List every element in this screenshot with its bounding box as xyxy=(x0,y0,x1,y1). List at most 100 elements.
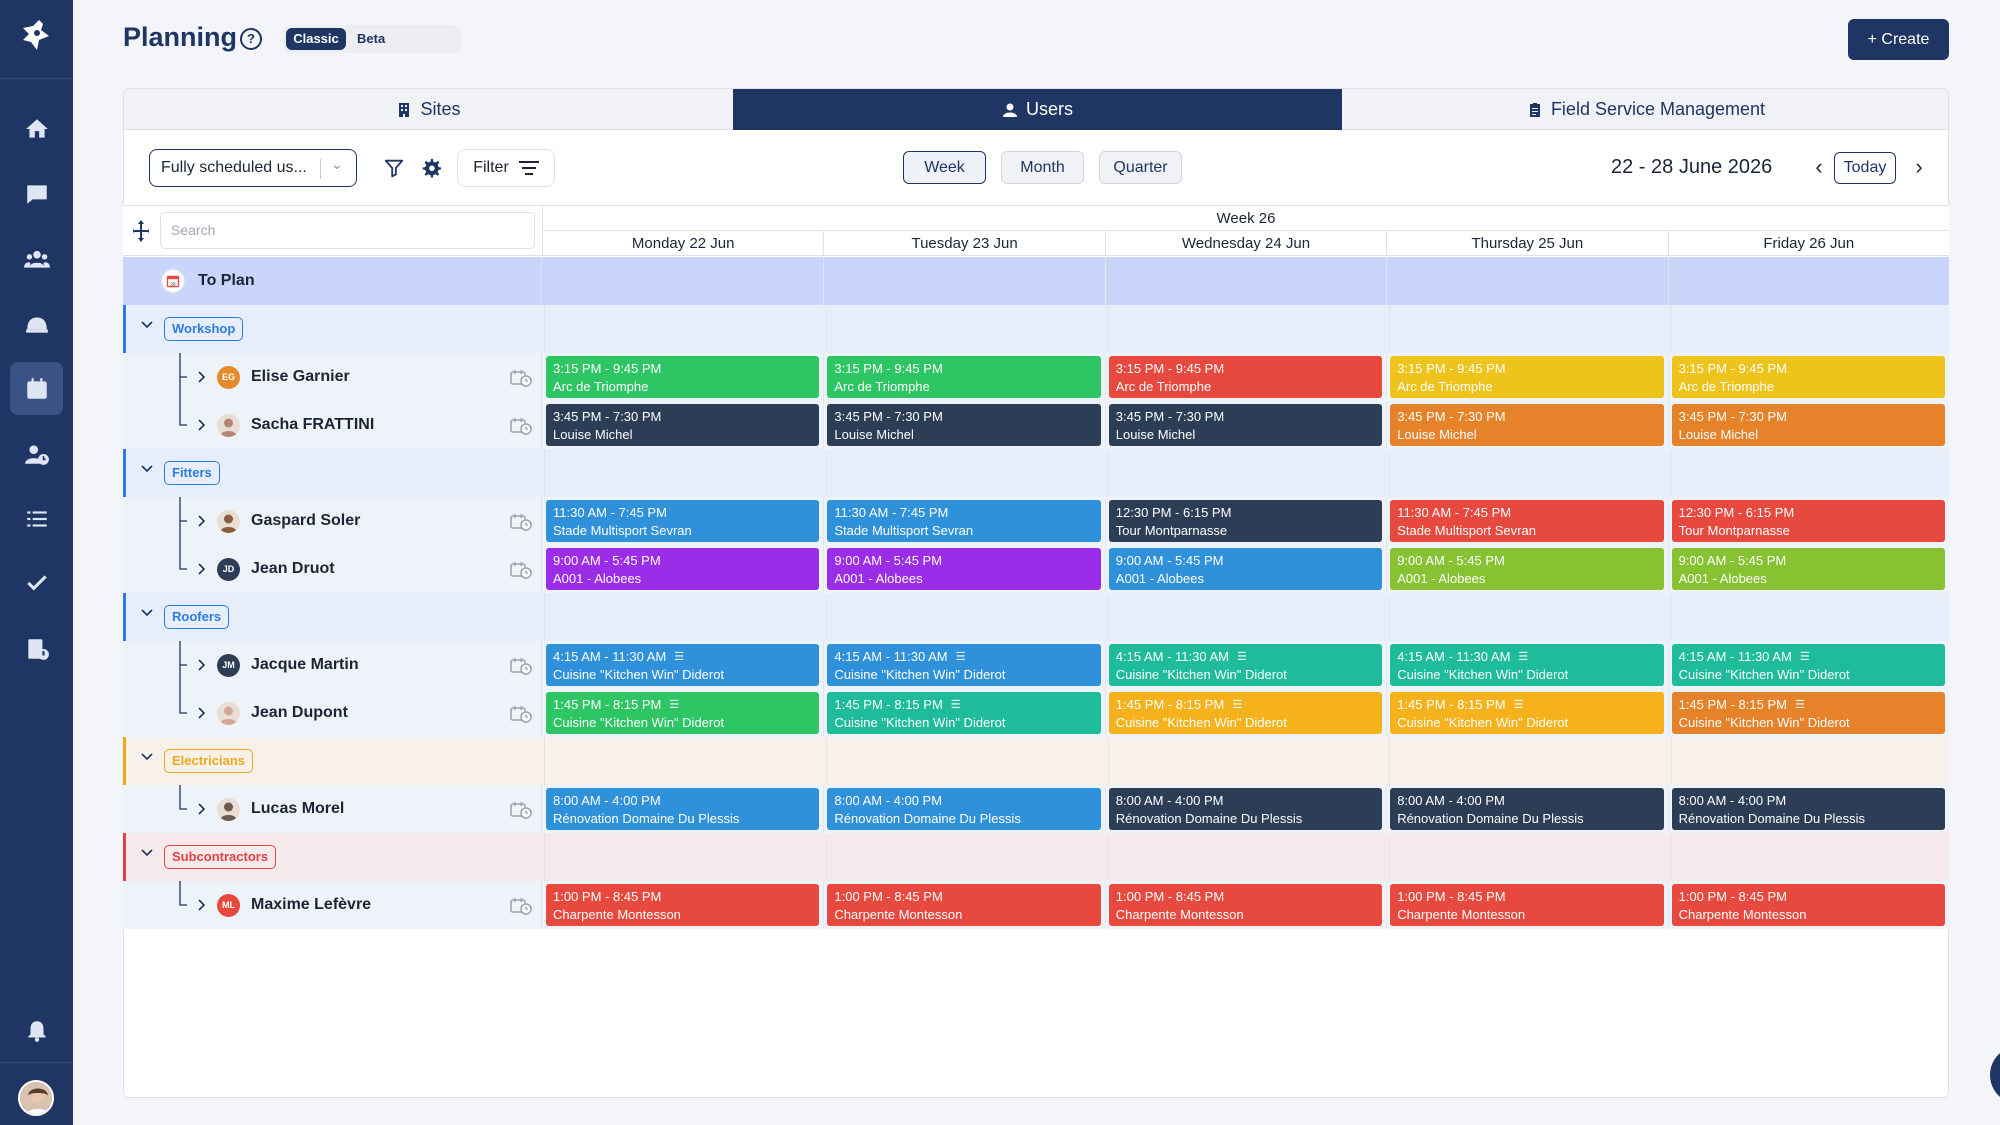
chevron-down-icon[interactable] xyxy=(140,606,154,620)
planning-event[interactable]: 1:45 PM - 8:15 PM ☰ Cuisine "Kitchen Win" … xyxy=(1390,692,1664,734)
planning-event[interactable]: 8:00 AM - 4:00 PM Rénovation Domaine Du P… xyxy=(1108,788,1383,830)
planning-event[interactable]: 1:45 PM - 8:15 PM ☰ Cuisine "Kitchen Win" … xyxy=(1671,692,1945,734)
view-toggle-beta[interactable]: Beta xyxy=(357,31,386,46)
user-filter-select[interactable]: Fully scheduled us... ⌄ xyxy=(149,149,357,187)
period-quarter-button[interactable]: Quarter xyxy=(1099,151,1182,184)
chevron-right-icon[interactable]: › xyxy=(1915,154,1923,179)
nav-notifications[interactable] xyxy=(10,1004,63,1057)
planning-event[interactable]: 8:00 AM - 4:00 PM Rénovation Domaine Du P… xyxy=(827,788,1101,830)
planning-event[interactable]: 4:15 AM - 11:30 AM ☰ Cuisine "Kitchen Win"… xyxy=(1108,644,1383,686)
planning-event[interactable]: 1:45 PM - 8:15 PM ☰ Cuisine "Kitchen Win" … xyxy=(827,692,1101,734)
chevron-down-icon[interactable] xyxy=(140,750,154,764)
planning-event[interactable]: 8:00 AM - 4:00 PM Rénovation Domaine Du P… xyxy=(546,788,820,830)
nav-messages[interactable] xyxy=(10,167,63,220)
nav-planning[interactable] xyxy=(10,362,63,415)
nav-users[interactable] xyxy=(10,232,63,285)
nav-reports[interactable] xyxy=(10,622,63,675)
user-row[interactable]: JM Jacque Martin 4:15 AM - 11:30 AM ☰ Cuisin… xyxy=(123,641,1949,689)
planning-event[interactable]: 8:00 AM - 4:00 PM Rénovation Domaine Du P… xyxy=(1671,788,1945,830)
tab-users[interactable]: Users xyxy=(733,89,1342,130)
user-row[interactable]: Sacha FRATTINI 3:45 PM - 7:30 PM Louise Mi… xyxy=(123,401,1949,449)
planning-event[interactable]: 1:45 PM - 8:15 PM ☰ Cuisine "Kitchen Win" … xyxy=(546,692,820,734)
group-row[interactable]: Fitters xyxy=(123,449,1949,497)
planning-event[interactable]: 4:15 AM - 11:30 AM ☰ Cuisine "Kitchen Win"… xyxy=(546,644,820,686)
planning-event[interactable]: 3:15 PM - 9:45 PM Arc de Triomphe xyxy=(827,356,1101,398)
planning-event[interactable]: 11:30 AM - 7:45 PM Stade Multisport Sevra… xyxy=(827,500,1101,542)
user-row[interactable]: EG Elise Garnier 3:15 PM - 9:45 PM Arc de T… xyxy=(123,353,1949,401)
nav-timesheets[interactable] xyxy=(10,427,63,480)
planning-event[interactable]: 11:30 AM - 7:45 PM Stade Multisport Sevra… xyxy=(1390,500,1664,542)
planning-event[interactable]: 12:30 PM - 6:15 PM Tour Montparnasse xyxy=(1671,500,1945,542)
chevron-right-icon[interactable] xyxy=(196,706,208,720)
planning-event[interactable]: 4:15 AM - 11:30 AM ☰ Cuisine "Kitchen Win"… xyxy=(1390,644,1664,686)
chevron-down-icon[interactable] xyxy=(140,318,154,332)
chat-bubble-icon[interactable] xyxy=(1990,1046,2000,1104)
planning-event[interactable]: 12:30 PM - 6:15 PM Tour Montparnasse xyxy=(1108,500,1383,542)
planning-event[interactable]: 9:00 AM - 5:45 PM A001 - Alobees xyxy=(1390,548,1664,590)
user-row[interactable]: ML Maxime Lefèvre 1:00 PM - 8:45 PM Charpen… xyxy=(123,881,1949,929)
planning-event[interactable]: 3:45 PM - 7:30 PM Louise Michel xyxy=(827,404,1101,446)
planning-event[interactable]: 3:15 PM - 9:45 PM Arc de Triomphe xyxy=(546,356,820,398)
today-button[interactable]: Today xyxy=(1834,152,1896,184)
user-row[interactable]: Lucas Morel 8:00 AM - 4:00 PM Rénovation D… xyxy=(123,785,1949,833)
chevron-right-icon[interactable] xyxy=(196,898,208,912)
chevron-down-icon[interactable] xyxy=(140,846,154,860)
calendar-clock-icon[interactable] xyxy=(510,561,532,579)
tab-field-service-management[interactable]: Field Service Management xyxy=(1342,89,1948,130)
calendar-clock-icon[interactable] xyxy=(510,513,532,531)
planning-event[interactable]: 9:00 AM - 5:45 PM A001 - Alobees xyxy=(1108,548,1383,590)
planning-event[interactable]: 3:45 PM - 7:30 PM Louise Michel xyxy=(546,404,820,446)
nav-workers[interactable] xyxy=(10,297,63,350)
planning-event[interactable]: 1:00 PM - 8:45 PM Charpente Montesson xyxy=(827,884,1101,926)
chevron-right-icon[interactable] xyxy=(196,418,208,432)
planning-event[interactable]: 3:45 PM - 7:30 PM Louise Michel xyxy=(1390,404,1664,446)
question-circle-icon[interactable]: ? xyxy=(240,28,262,50)
calendar-clock-icon[interactable] xyxy=(510,897,532,915)
planning-event[interactable]: 1:00 PM - 8:45 PM Charpente Montesson xyxy=(1108,884,1383,926)
group-row[interactable]: Roofers xyxy=(123,593,1949,641)
planning-event[interactable]: 4:15 AM - 11:30 AM ☰ Cuisine "Kitchen Win"… xyxy=(827,644,1101,686)
chevron-right-icon[interactable] xyxy=(196,514,208,528)
period-week-button[interactable]: Week xyxy=(903,151,986,184)
planning-event[interactable]: 3:15 PM - 9:45 PM Arc de Triomphe xyxy=(1671,356,1945,398)
planning-event[interactable]: 9:00 AM - 5:45 PM A001 - Alobees xyxy=(546,548,820,590)
calendar-clock-icon[interactable] xyxy=(510,657,532,675)
planning-event[interactable]: 1:00 PM - 8:45 PM Charpente Montesson xyxy=(1390,884,1664,926)
nav-home[interactable] xyxy=(10,102,63,155)
planning-event[interactable]: 4:15 AM - 11:30 AM ☰ Cuisine "Kitchen Win"… xyxy=(1671,644,1945,686)
move-icon[interactable] xyxy=(133,220,149,242)
app-logo-icon[interactable] xyxy=(17,18,55,56)
planning-event[interactable]: 8:00 AM - 4:00 PM Rénovation Domaine Du P… xyxy=(1390,788,1664,830)
user-row[interactable]: Gaspard Soler 11:30 AM - 7:45 PM Stade Mul… xyxy=(123,497,1949,545)
group-row[interactable]: Subcontractors xyxy=(123,833,1949,881)
group-row[interactable]: Electricians xyxy=(123,737,1949,785)
chevron-right-icon[interactable] xyxy=(196,370,208,384)
period-month-button[interactable]: Month xyxy=(1001,151,1084,184)
planning-event[interactable]: 9:00 AM - 5:45 PM A001 - Alobees xyxy=(827,548,1101,590)
calendar-clock-icon[interactable] xyxy=(510,801,532,819)
group-row[interactable]: Workshop xyxy=(123,305,1949,353)
chevron-right-icon[interactable] xyxy=(196,802,208,816)
planning-event[interactable]: 11:30 AM - 7:45 PM Stade Multisport Sevra… xyxy=(546,500,820,542)
gear-icon[interactable] xyxy=(417,154,445,182)
chevron-right-icon[interactable] xyxy=(196,562,208,576)
user-row[interactable]: JD Jean Druot 9:00 AM - 5:45 PM A001 - Alob… xyxy=(123,545,1949,593)
planning-event[interactable]: 3:15 PM - 9:45 PM Arc de Triomphe xyxy=(1108,356,1383,398)
planning-event[interactable]: 1:45 PM - 8:15 PM ☰ Cuisine "Kitchen Win" … xyxy=(1108,692,1383,734)
calendar-clock-icon[interactable] xyxy=(510,705,532,723)
planning-event[interactable]: 1:00 PM - 8:45 PM Charpente Montesson xyxy=(546,884,820,926)
view-toggle[interactable]: Classic Beta xyxy=(283,25,461,53)
calendar-clock-icon[interactable] xyxy=(510,369,532,387)
current-user-avatar[interactable] xyxy=(18,1080,54,1116)
calendar-clock-icon[interactable] xyxy=(510,417,532,435)
planning-event[interactable]: 3:45 PM - 7:30 PM Louise Michel xyxy=(1671,404,1945,446)
planning-event[interactable]: 9:00 AM - 5:45 PM A001 - Alobees xyxy=(1671,548,1945,590)
user-row[interactable]: Jean Dupont 1:45 PM - 8:15 PM ☰ Cuisine "Ki… xyxy=(123,689,1949,737)
chevron-left-icon[interactable]: ‹ xyxy=(1815,154,1823,179)
nav-validation[interactable] xyxy=(10,557,63,610)
search-input[interactable]: Search xyxy=(160,212,535,249)
filter-button[interactable]: Filter xyxy=(457,149,555,187)
planning-event[interactable]: 3:45 PM - 7:30 PM Louise Michel xyxy=(1108,404,1383,446)
planning-event[interactable]: 1:00 PM - 8:45 PM Charpente Montesson xyxy=(1671,884,1945,926)
create-button[interactable]: + Create xyxy=(1848,19,1949,60)
